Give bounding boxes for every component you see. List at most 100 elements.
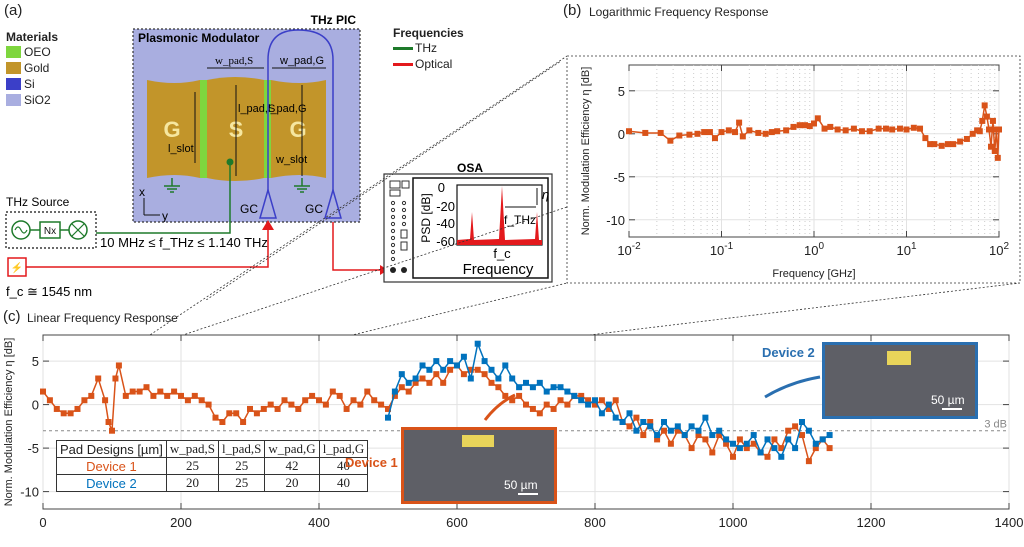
device-1-pads xyxy=(462,435,494,447)
data-point xyxy=(564,401,571,408)
x-tick-label: 1000 xyxy=(719,515,748,530)
y-tick-label: 5 xyxy=(32,354,39,369)
axis-y-label: y xyxy=(162,209,168,223)
material-swatch xyxy=(6,46,21,58)
data-point xyxy=(986,126,993,133)
data-point xyxy=(743,440,750,447)
data-point xyxy=(343,405,350,412)
data-point xyxy=(626,423,633,430)
data-point xyxy=(357,401,364,408)
data-point xyxy=(739,133,746,140)
panel-b-title: Logarithmic Frequency Response xyxy=(589,5,769,19)
data-point xyxy=(826,445,833,452)
data-point xyxy=(746,127,753,134)
data-point xyxy=(309,392,316,399)
table-cell-device: Device 1 xyxy=(56,457,167,475)
table-header: l_pad,S xyxy=(218,440,266,458)
data-point xyxy=(944,141,951,148)
oeo-slot-left xyxy=(200,80,207,178)
table-cell: 40 xyxy=(318,474,369,492)
data-point xyxy=(495,375,502,382)
data-point xyxy=(709,432,716,439)
data-point xyxy=(723,436,730,443)
data-point xyxy=(732,129,739,136)
x-tick-label: 800 xyxy=(584,515,606,530)
data-point xyxy=(557,397,564,404)
data-point xyxy=(657,129,664,136)
data-point xyxy=(481,371,488,378)
data-point xyxy=(529,384,536,391)
y-tick-label: -10 xyxy=(606,213,625,228)
data-point xyxy=(550,405,557,412)
data-point xyxy=(447,358,454,365)
data-point xyxy=(796,122,803,129)
data-point xyxy=(750,432,757,439)
data-point xyxy=(903,126,910,133)
data-point xyxy=(702,414,709,421)
data-point xyxy=(647,423,654,430)
data-point xyxy=(105,419,112,425)
x-tick-label: 1200 xyxy=(857,515,886,530)
data-point xyxy=(674,427,681,434)
data-point xyxy=(730,440,736,447)
data-point xyxy=(460,371,467,378)
data-point xyxy=(178,392,184,399)
data-point xyxy=(931,141,938,148)
data-point xyxy=(350,397,357,404)
data-point xyxy=(612,397,619,404)
data-point xyxy=(316,397,322,404)
schematic-diagram: THz PIC Plasmonic Modulator G S G w_pad,… xyxy=(5,13,560,300)
data-point xyxy=(398,371,405,378)
data-point xyxy=(592,401,598,408)
data-point xyxy=(109,427,115,434)
data-point xyxy=(191,392,198,399)
data-point xyxy=(674,423,681,430)
x-tick-label: 101 xyxy=(896,241,916,258)
data-point xyxy=(686,131,693,138)
data-point xyxy=(184,397,191,404)
data-point xyxy=(67,410,74,417)
data-point xyxy=(295,405,302,412)
table-header: Pad Designs [µm] xyxy=(56,440,167,458)
data-point xyxy=(633,427,640,434)
y-tick-label: 0 xyxy=(618,127,625,142)
data-point xyxy=(996,126,1002,133)
x-tick-label: 100 xyxy=(804,241,824,258)
data-point xyxy=(716,427,723,434)
data-point xyxy=(433,358,440,365)
x-tick-label: 10-1 xyxy=(710,241,734,258)
materials-legend-item: Gold xyxy=(6,60,58,76)
data-point xyxy=(219,419,226,425)
data-point xyxy=(143,384,150,391)
data-point xyxy=(74,405,81,412)
osa-xlabel: Frequency xyxy=(463,261,534,278)
materials-legend-item: OEO xyxy=(6,44,58,60)
table-cell: 42 xyxy=(264,457,320,475)
data-point xyxy=(667,440,674,447)
data-point xyxy=(88,392,95,399)
data-point xyxy=(736,119,743,126)
y-axis-label: Norm. Modulation Efficiency η [dB] xyxy=(3,338,15,507)
data-point xyxy=(889,126,896,133)
data-point xyxy=(626,410,633,417)
y-tick-label: -5 xyxy=(613,170,625,185)
data-point xyxy=(481,358,488,365)
data-point xyxy=(447,366,454,373)
osa-ytick: -60 xyxy=(436,234,455,249)
x-tick-label: 10-2 xyxy=(617,241,641,258)
data-point xyxy=(736,445,743,452)
data-point xyxy=(585,397,592,404)
data-point xyxy=(922,135,929,142)
data-point xyxy=(198,397,205,404)
data-point xyxy=(806,123,813,130)
data-point xyxy=(509,397,516,404)
data-point xyxy=(764,453,771,460)
data-point xyxy=(385,405,391,412)
data-point xyxy=(398,384,405,391)
data-point xyxy=(578,392,585,399)
axis-x-label: x xyxy=(139,185,145,199)
data-point xyxy=(979,117,986,124)
data-point xyxy=(842,127,849,134)
data-point xyxy=(694,130,701,137)
